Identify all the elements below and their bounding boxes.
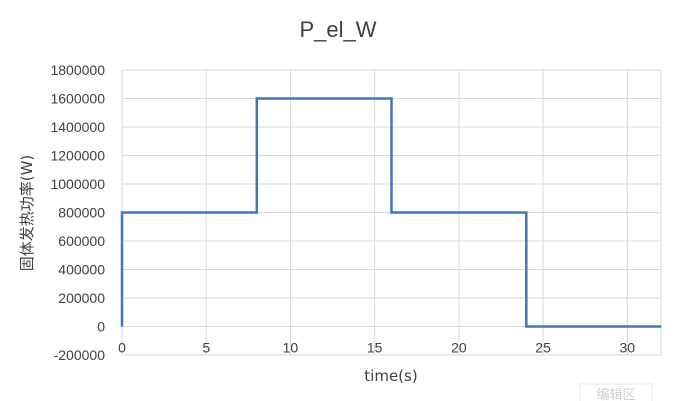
series-group [120, 97, 661, 328]
y-tick-label: 1000000 [50, 176, 105, 192]
x-tick-label: 25 [535, 340, 551, 356]
y-tick-label: 200000 [58, 290, 105, 306]
series-line [120, 97, 661, 328]
y-axis-title: 固体发热功率(W) [18, 155, 36, 272]
x-tick-label: 0 [118, 340, 126, 356]
x-axis-title: time(s) [364, 367, 417, 385]
y-tick-label: 1800000 [50, 62, 105, 78]
watermark-text: 编辑区 [596, 388, 635, 401]
y-tick-label: 400000 [58, 262, 105, 278]
y-tick-label: 600000 [58, 233, 105, 249]
x-tick-label: 10 [283, 340, 299, 356]
chart-title: P_el_W [299, 17, 376, 42]
y-tick-label: 1200000 [50, 148, 105, 164]
x-tick-label: 15 [367, 340, 383, 356]
x-tick-label: 30 [620, 340, 636, 356]
y-tick-label: -200000 [54, 347, 106, 363]
y-tick-label: 800000 [58, 205, 105, 221]
x-tick-label: 5 [202, 340, 210, 356]
y-tick-label: 1600000 [50, 91, 105, 107]
x-axis-tick-labels: 0 5 10 15 20 25 30 [118, 340, 635, 356]
y-tick-label: 0 [97, 319, 105, 335]
watermark-box: 编辑区 [579, 383, 653, 401]
y-axis-tick-labels: -200000 0 200000 400000 600000 800000 1000000 1… [50, 62, 105, 363]
x-tick-label: 20 [451, 340, 467, 356]
y-tick-label: 1400000 [50, 119, 105, 135]
